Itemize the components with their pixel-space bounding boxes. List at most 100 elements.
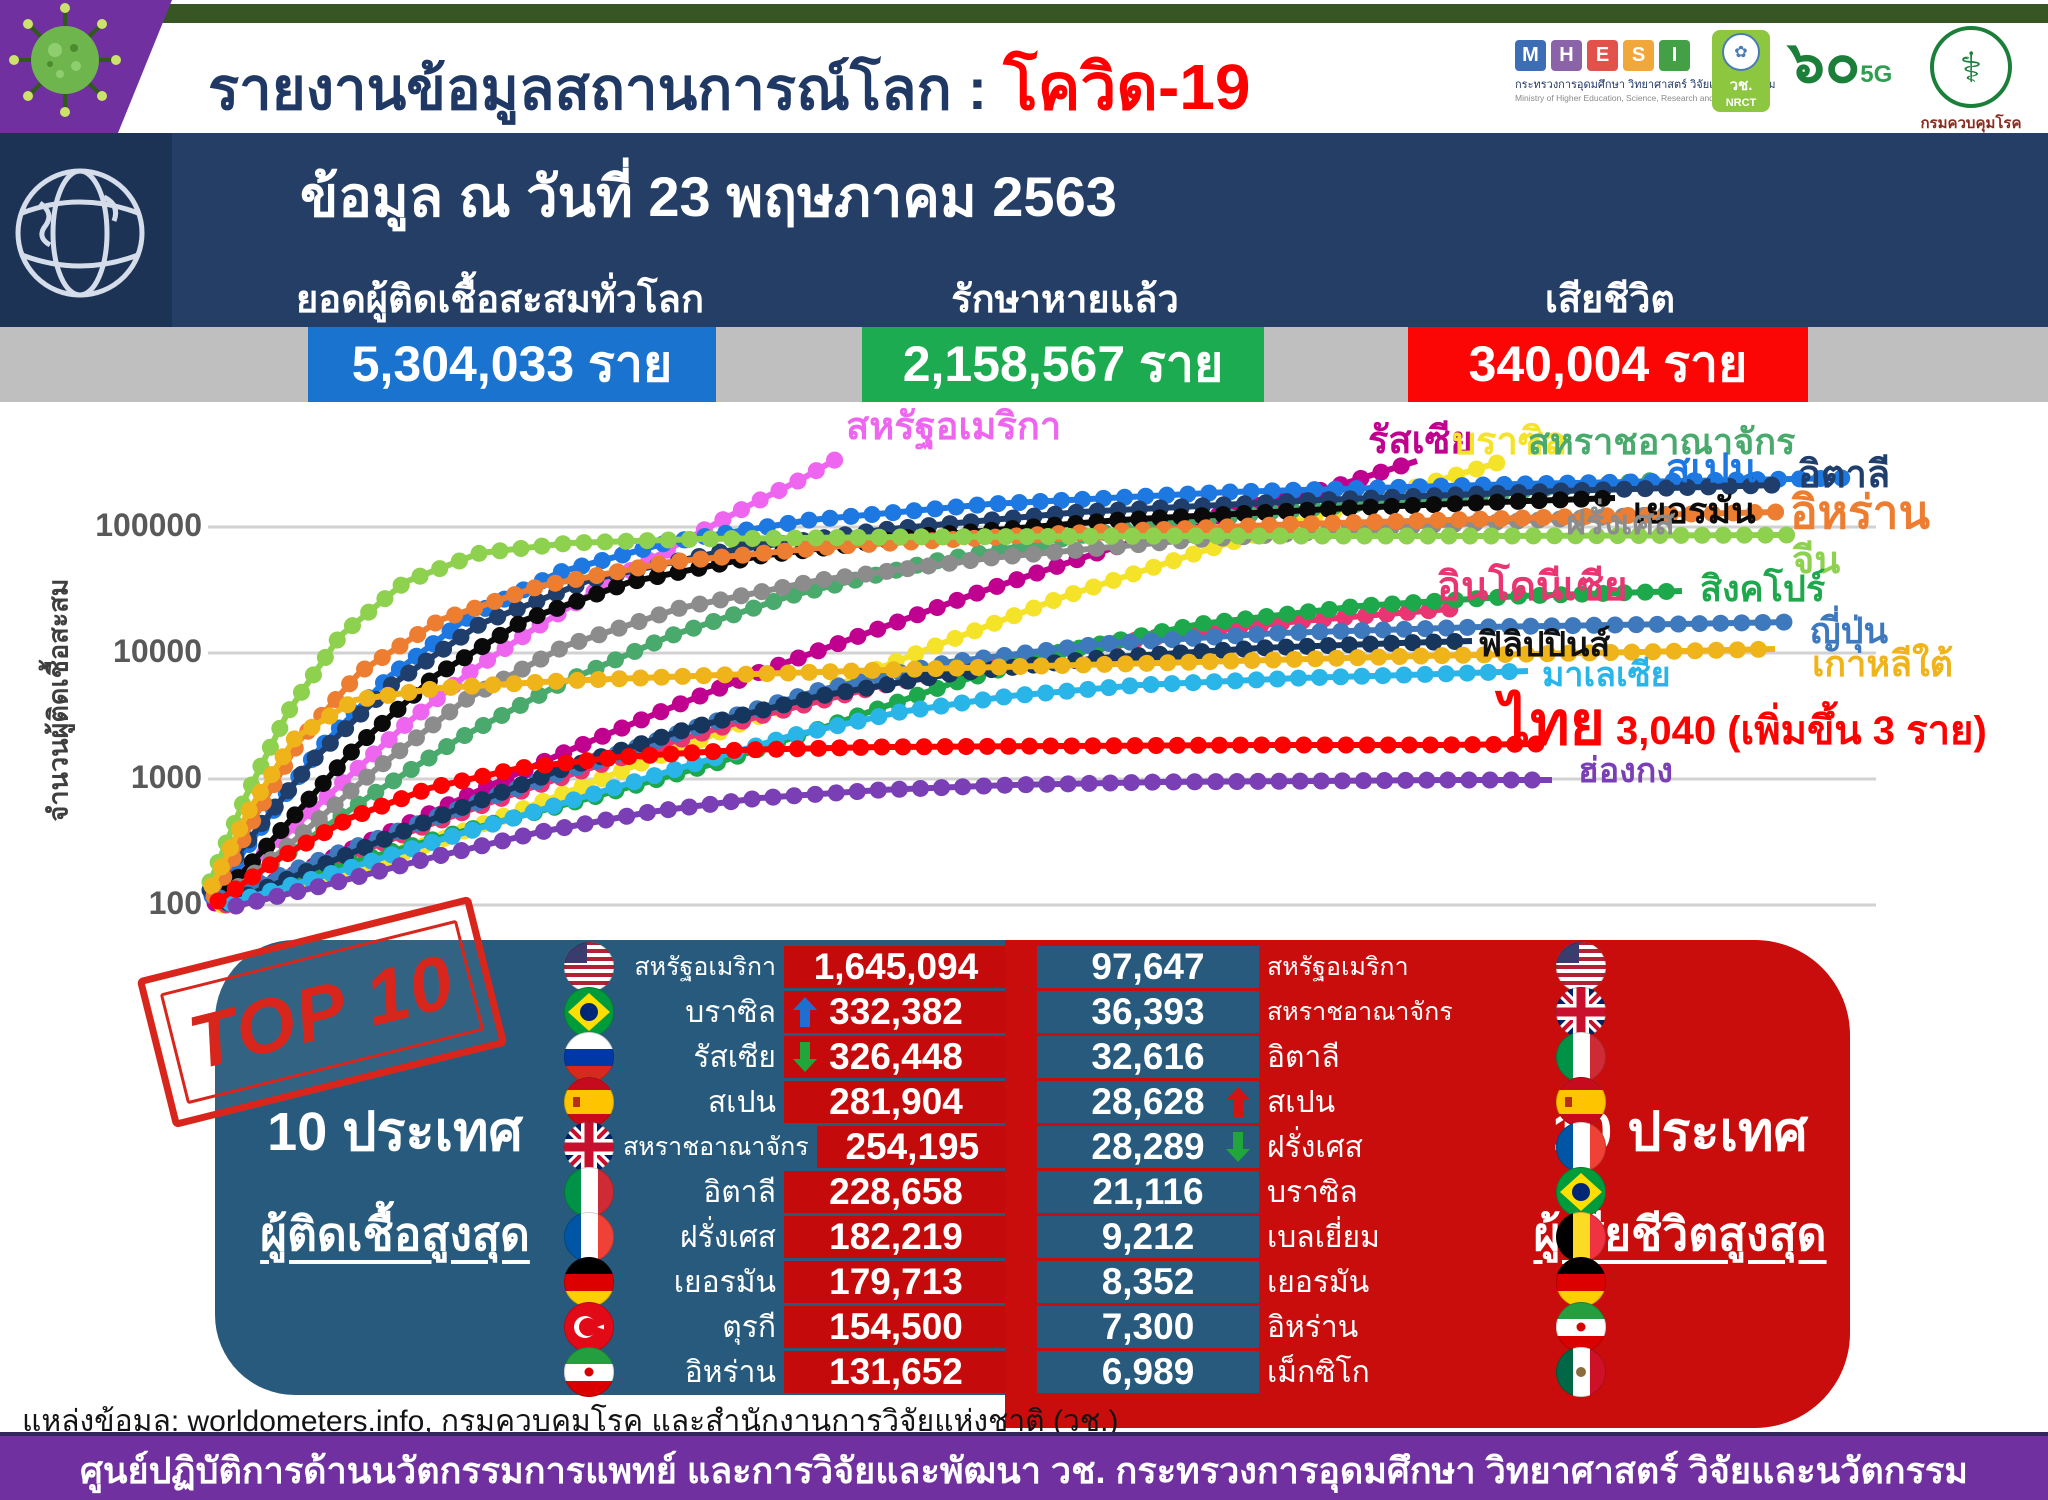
value-number: 254,195: [845, 1126, 980, 1167]
value-box: 332,382: [784, 991, 1008, 1033]
table-row-us: 97,647 สหรัฐอเมริกา: [1037, 942, 1607, 992]
series-dots-russia: [206, 452, 1426, 912]
fr-flag-icon: [1555, 1121, 1607, 1173]
series-label-indonesia: อินโดนีเซีย: [1437, 566, 1627, 608]
deaths-table: 97,647 สหรัฐอเมริกา 36,393 สหราชอาณาจักร 32,…: [1037, 942, 1607, 1397]
series-label-singapore: สิงคโปร์: [1700, 570, 1825, 608]
series-dots-south_korea: [203, 640, 1784, 895]
series-label-france: ฝรั่งเศส: [1566, 505, 1675, 542]
value-number: 179,713: [829, 1261, 963, 1302]
table-row-fr: 28,289 ฝรั่งเศส: [1037, 1122, 1607, 1172]
value-box: 8,352: [1037, 1261, 1259, 1303]
table-row-gb: 36,393 สหราชอาณาจักร: [1037, 987, 1607, 1037]
series-label-russia: รัสเซีย: [1368, 420, 1473, 462]
nrct-logo: ✿ วช. NRCT: [1712, 30, 1770, 112]
value-number: 228,658: [829, 1171, 963, 1212]
table-row-br: บราซิล 332,382: [563, 987, 1008, 1037]
value-box: 326,448: [784, 1036, 1008, 1078]
table-row-tr: ตุรกี 154,500: [563, 1302, 1008, 1352]
us-flag-icon: [1555, 941, 1607, 993]
nrct-emblem-icon: ✿: [1722, 33, 1760, 71]
country-name: ตุรกี: [722, 1310, 776, 1344]
page-title-text: รายงานข้อมูลสถานการณ์โลก :: [208, 57, 988, 122]
it-flag-icon: [563, 1166, 615, 1218]
country-name: บราซิล: [685, 995, 776, 1029]
value-number: 9,212: [1101, 1216, 1195, 1257]
y-axis-title: จำนวนผู้ติดเชื้อสะสม: [43, 578, 74, 822]
date-bar: [0, 133, 2048, 327]
country-name: อิตาลี: [703, 1175, 776, 1209]
table-row-be: 9,212 เบลเยี่ยม: [1037, 1212, 1607, 1262]
country-name: อิหร่าน: [1267, 1310, 1359, 1344]
series-dots-germany: [215, 489, 1624, 902]
series-label-brazil: บราซิล: [1452, 421, 1567, 463]
es-flag-icon: [1555, 1076, 1607, 1128]
ir-flag-icon: [1555, 1301, 1607, 1353]
trend-up-icon: [1225, 1086, 1251, 1118]
value-box: 179,713: [784, 1261, 1008, 1303]
table-row-it: อิตาลี 228,658: [563, 1167, 1008, 1217]
series-label-text-iran: อิหร่าน: [1790, 486, 1930, 538]
series-label-thailand: ไทย 3,040 (เพิ่มขึ้น 3 ราย): [1500, 692, 1987, 755]
us-flag-icon: [563, 941, 615, 993]
table-row-ir: อิหร่าน 131,652: [563, 1347, 1008, 1397]
series-label-text-singapore: สิงคโปร์: [1700, 568, 1826, 609]
value-number: 281,904: [829, 1081, 963, 1122]
series-label-text-brazil: บราซิล: [1452, 421, 1567, 463]
moph-logo: ⚕ กรมควบคุมโรค: [1906, 26, 2036, 135]
value-box: 228,658: [784, 1171, 1008, 1213]
series-line-thailand: [216, 741, 1539, 904]
series-label-text-japan: ญี่ปุ่น: [1810, 610, 1889, 651]
table-row-fr: ฝรั่งเศส 182,219: [563, 1212, 1008, 1262]
series-line-hong_kong: [235, 777, 1552, 909]
value-box: 9,212: [1037, 1216, 1259, 1258]
trend-up-icon: [792, 996, 818, 1028]
series-label-text-russia: รัสเซีย: [1368, 420, 1473, 462]
stat-label-infections: ยอดผู้ติดเชื้อสะสมทั่วโลก: [296, 279, 704, 321]
report-date: ข้อมูล ณ วันที่ 23 พฤษภาคม 2563: [300, 165, 1117, 228]
country-name: ฝรั่งเศส: [680, 1220, 776, 1254]
series-dots-usa: [206, 448, 849, 902]
value-number: 36,393: [1091, 991, 1205, 1032]
country-name: สหรัฐอเมริกา: [634, 953, 776, 981]
moph-caption: กรมควบคุมโรค: [1920, 115, 2022, 132]
mx-flag-icon: [1555, 1346, 1607, 1398]
y-tick-100: 100: [148, 885, 202, 921]
value-number: 21,116: [1092, 1171, 1204, 1212]
top10-infections-panel: 10 ประเทศ ผู้ติดเชื้อสูงสุด สหรัฐอเมริกา…: [215, 940, 1008, 1397]
table-row-ru: รัสเซีย 326,448: [563, 1032, 1008, 1082]
series-label-text-south_korea: เกาหลีใต้: [1812, 643, 1954, 684]
value-number: 32,616: [1091, 1036, 1205, 1077]
nrct-th: วช.: [1729, 77, 1753, 94]
header-band: [0, 23, 2048, 133]
series-line-malaysia: [229, 668, 1529, 906]
table-row-es: 28,628 สเปน: [1037, 1077, 1607, 1127]
series-label-text-usa: สหรัฐอเมริกา: [846, 406, 1062, 448]
value-number: 1,645,094: [813, 946, 979, 987]
gb-flag-icon: [1555, 986, 1607, 1038]
country-name: บราซิล: [1267, 1175, 1358, 1209]
value-number: 7,300: [1101, 1306, 1195, 1347]
tr-flag-icon: [563, 1301, 615, 1353]
series-label-germany: เยอรมัน: [1633, 492, 1756, 530]
trend-down-icon: [792, 1041, 818, 1073]
mhesi-letter-S: S: [1623, 40, 1654, 71]
value-box: 21,116: [1037, 1171, 1259, 1213]
series-label-text-philippines: ฟิลิปปินส์: [1478, 626, 1611, 664]
series-dots-brazil: [213, 453, 1509, 914]
series-line-singapore: [229, 588, 1683, 903]
series-label-text-italy: อิตาลี: [1798, 454, 1891, 496]
value-box: 97,647: [1037, 946, 1259, 988]
series-label-south_korea: เกาหลีใต้: [1812, 645, 1953, 683]
country-name: สหราชอาณาจักร: [1267, 998, 1453, 1026]
stat-label-deaths: เสียชีวิต: [1544, 279, 1676, 321]
infections-panel-title: 10 ประเทศ: [267, 1102, 523, 1162]
series-line-usa: [213, 454, 842, 896]
series-dots-philippines: [219, 632, 1481, 912]
value-box: 7,300: [1037, 1306, 1259, 1348]
stat-value-recovered: 2,158,567 ราย: [862, 327, 1264, 402]
stat-label-recovered: รักษาหายแล้ว: [951, 279, 1179, 321]
series-label-uk: สหราชอาณาจักร: [1528, 423, 1795, 461]
